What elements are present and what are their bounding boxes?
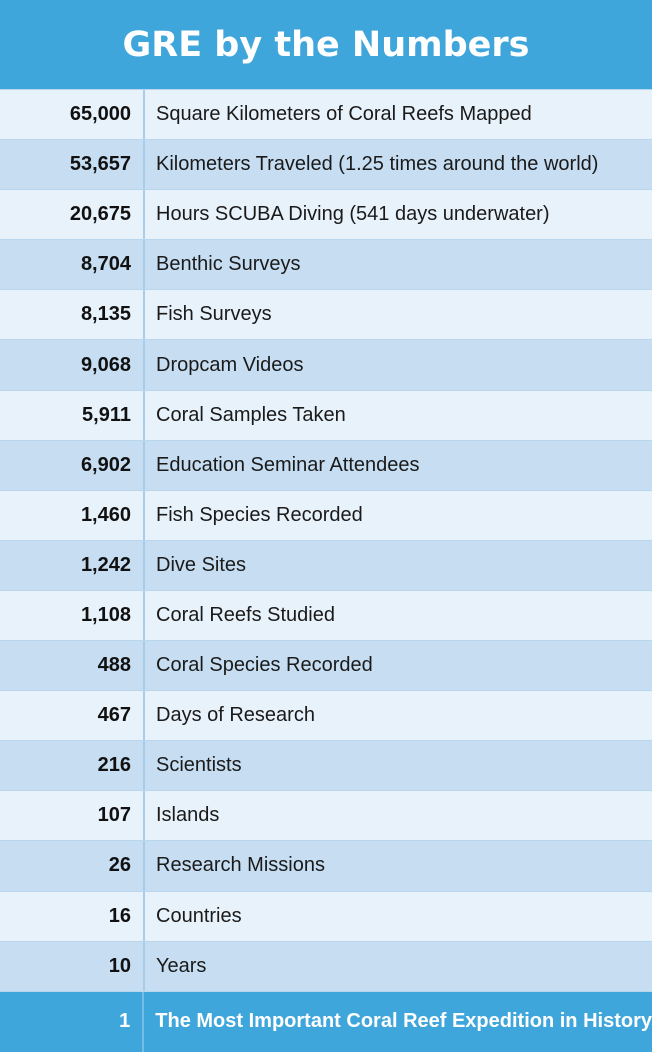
stat-value: 488 [0,641,145,691]
stat-value: 5,911 [0,390,145,440]
page-title: GRE by the Numbers [122,24,530,65]
stat-value: 107 [0,791,145,841]
stat-label: Fish Species Recorded [156,503,363,526]
stat-value: 1,242 [0,540,145,590]
table-row: 6,902 Education Seminar Attendees [0,439,652,490]
stat-label: Islands [156,804,220,827]
stat-value: 10 [0,941,145,991]
stat-label: Years [156,954,207,977]
footer-value: 1 [0,991,145,1052]
stat-value: 16 [0,891,145,941]
stat-value: 1,460 [0,490,145,540]
table-row: 1,460 Fish Species Recorded [0,489,652,540]
table-row: 16 Countries [0,890,652,941]
table-row: 107 Islands [0,790,652,841]
table-row: 5,911 Coral Samples Taken [0,389,652,440]
table-row: 8,135 Fish Surveys [0,289,652,340]
table-row: 467 Days of Research [0,690,652,741]
table-row: 53,657 Kilometers Traveled (1.25 times a… [0,139,652,190]
footer-label: The Most Important Coral Reef Expedition… [155,1010,652,1033]
stat-label: Kilometers Traveled (1.25 times around t… [156,153,599,176]
stat-value: 8,704 [0,240,145,290]
table-row: 9,068 Dropcam Videos [0,339,652,390]
table-row: 216 Scientists [0,740,652,791]
table-row: 20,675 Hours SCUBA Diving (541 days unde… [0,189,652,240]
stat-value: 1,108 [0,590,145,641]
table-row: 65,000 Square Kilometers of Coral Reefs … [0,89,652,140]
table-row: 1,242 Dive Sites [0,539,652,590]
stat-label: Countries [156,904,242,927]
stat-value: 8,135 [0,290,145,340]
stat-label: Coral Reefs Studied [156,603,335,626]
stat-label: Benthic Surveys [156,253,301,276]
stat-label: Coral Species Recorded [156,654,373,677]
table-row: 26 Research Missions [0,840,652,891]
stat-label: Scientists [156,754,242,777]
stat-value: 216 [0,741,145,791]
stat-label: Research Missions [156,854,325,877]
table-row: 10 Years [0,940,652,991]
stat-value: 6,902 [0,440,145,490]
stats-table: 65,000 Square Kilometers of Coral Reefs … [0,89,652,991]
footer-row: 1 The Most Important Coral Reef Expediti… [0,990,652,1052]
stat-label: Fish Surveys [156,303,272,326]
table-row: 1,108 Coral Reefs Studied [0,589,652,641]
stat-value: 65,000 [0,90,145,140]
stat-value: 467 [0,691,145,741]
stat-value: 53,657 [0,140,145,190]
stat-value: 9,068 [0,340,145,390]
stat-label: Education Seminar Attendees [156,453,420,476]
stat-label: Coral Samples Taken [156,403,346,426]
table-row: 8,704 Benthic Surveys [0,239,652,290]
stat-value: 26 [0,841,145,891]
stat-label: Dropcam Videos [156,353,304,376]
table-row: 488 Coral Species Recorded [0,640,652,691]
header-banner: GRE by the Numbers [0,0,652,89]
stat-label: Dive Sites [156,553,247,576]
stat-label: Hours SCUBA Diving (541 days underwater) [156,203,550,226]
stat-label: Square Kilometers of Coral Reefs Mapped [156,103,532,126]
stat-value: 20,675 [0,190,145,240]
stat-label: Days of Research [156,704,315,727]
